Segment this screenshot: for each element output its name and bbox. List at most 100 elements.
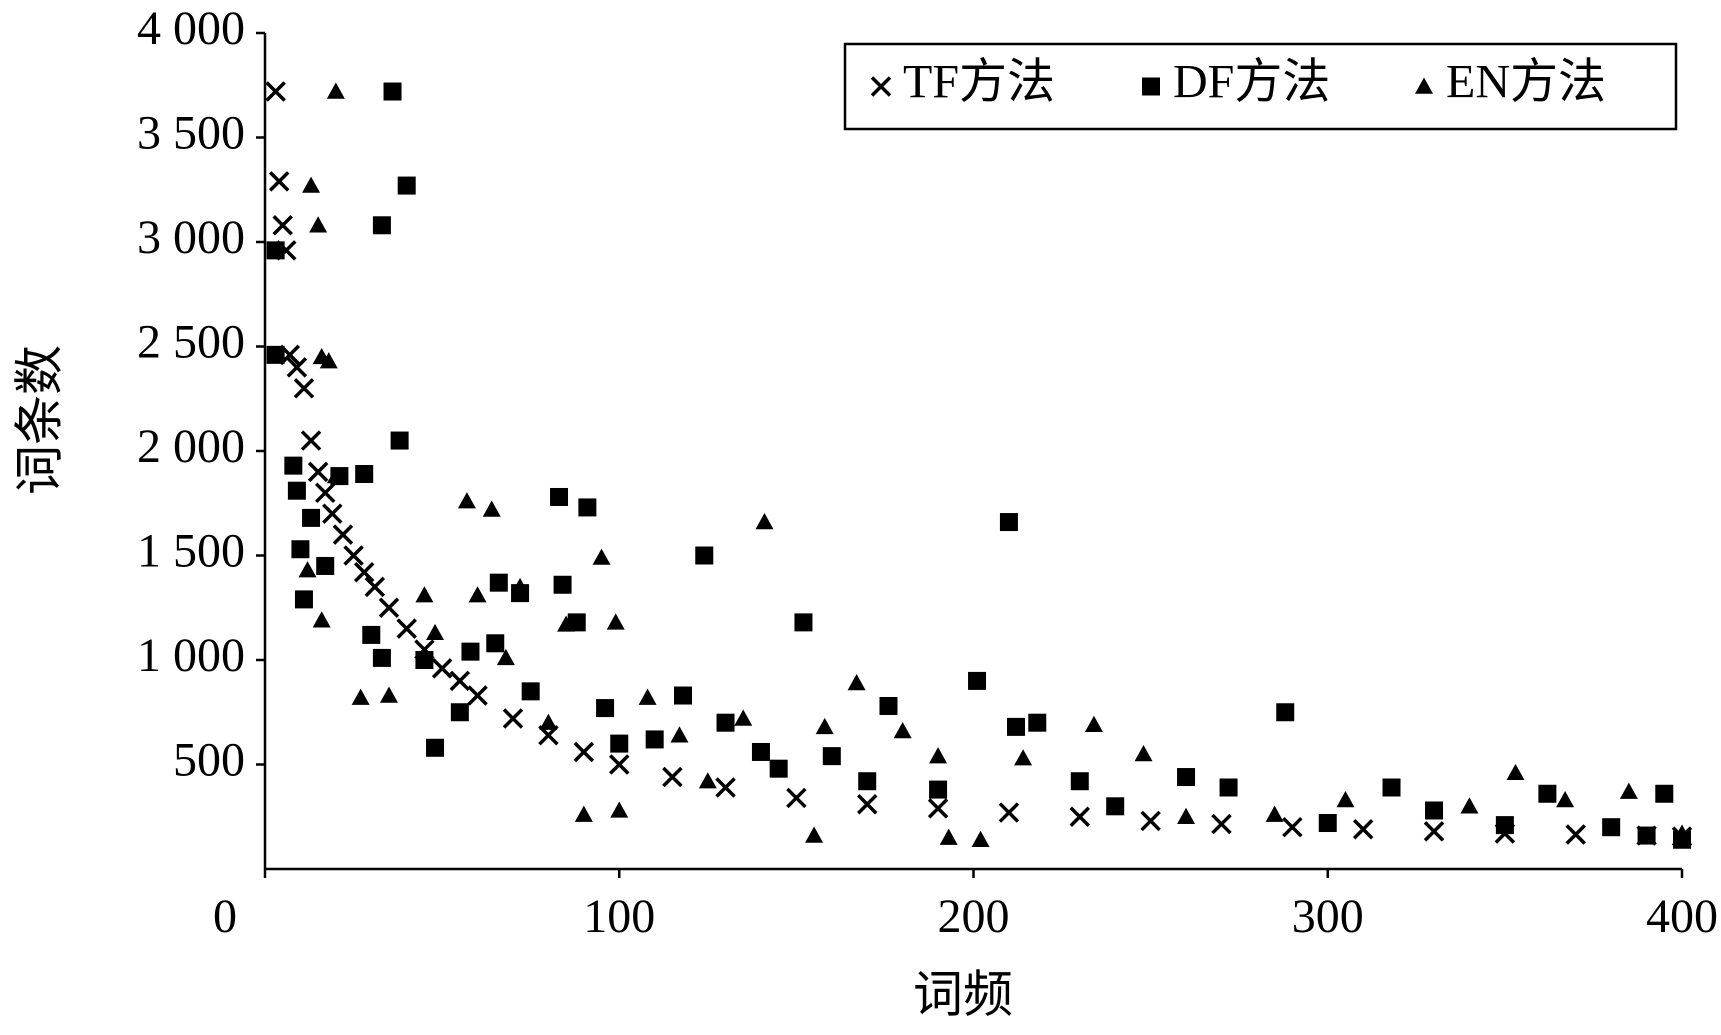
point [971,830,990,847]
point [755,513,774,530]
point [968,671,987,690]
point [1423,821,1445,842]
point [553,575,572,594]
point [450,703,469,722]
legend-label: EN方法 [1446,56,1606,109]
point [606,613,625,630]
point [266,345,285,364]
point [314,482,336,504]
point [695,546,714,565]
point [461,642,480,661]
point [786,787,807,809]
x-tick-label: 300 [1292,890,1364,943]
point [379,686,398,703]
point [1106,797,1125,816]
point [343,545,364,566]
point [284,456,303,475]
point [489,573,508,592]
point [298,561,317,578]
x-tick-label: 0 [213,890,237,943]
point [1276,703,1295,722]
point [805,826,824,843]
point [355,464,374,483]
point [326,82,345,99]
point [300,430,322,451]
point [1565,824,1586,845]
point [378,597,400,618]
point [316,556,335,575]
point [715,777,736,798]
point [426,623,445,641]
point [610,801,629,818]
point [822,747,841,766]
point [307,461,329,483]
point [502,708,524,729]
point [294,590,313,609]
point [286,357,308,378]
point [468,586,487,603]
point [486,634,505,653]
point [521,682,540,701]
point [397,176,416,195]
point [751,742,770,761]
point [457,492,476,509]
point [293,378,315,399]
point [929,747,948,764]
legend-label: DF方法 [1173,56,1330,109]
y-tick-label: 1 000 [137,629,245,682]
point [449,670,471,692]
point [364,576,386,598]
legend-marker [1142,77,1160,96]
point [351,688,370,705]
point [1177,768,1196,787]
point [322,503,343,524]
point [674,686,693,705]
y-tick-label: 4 000 [137,2,245,55]
point [578,498,597,517]
y-tick-label: 500 [173,734,245,787]
point [550,487,569,506]
point [1265,805,1284,822]
point [372,648,391,667]
y-tick-label: 1 500 [137,525,245,578]
point [1637,826,1656,845]
point [1425,801,1444,820]
point [815,717,834,735]
point [272,215,293,236]
point [426,738,445,757]
legend-marker [870,76,892,97]
point [1506,763,1525,781]
point [309,216,328,233]
point [1028,713,1047,732]
point [856,793,878,815]
point [1069,806,1091,827]
y-tick-label: 2 500 [137,316,245,369]
point [496,648,515,666]
point [670,726,689,743]
point [1619,782,1638,799]
point [312,611,331,628]
point [1655,784,1674,803]
point [1382,778,1401,797]
point [390,431,409,450]
point [1140,810,1161,832]
point [1282,816,1303,838]
legend-box [843,42,1678,131]
point [1219,778,1238,797]
point [574,805,593,822]
point [573,741,595,763]
point [893,722,912,739]
point [431,658,453,679]
x-axis-label: 词频 [913,966,1013,1022]
point [734,709,753,726]
point [1318,814,1337,833]
point [511,577,530,595]
point [415,586,434,603]
y-tick-label: 2 000 [137,420,245,473]
point [999,513,1018,532]
point [1211,813,1232,835]
y-tick-label: 3 000 [137,211,245,264]
point [268,171,290,192]
point [291,540,310,559]
